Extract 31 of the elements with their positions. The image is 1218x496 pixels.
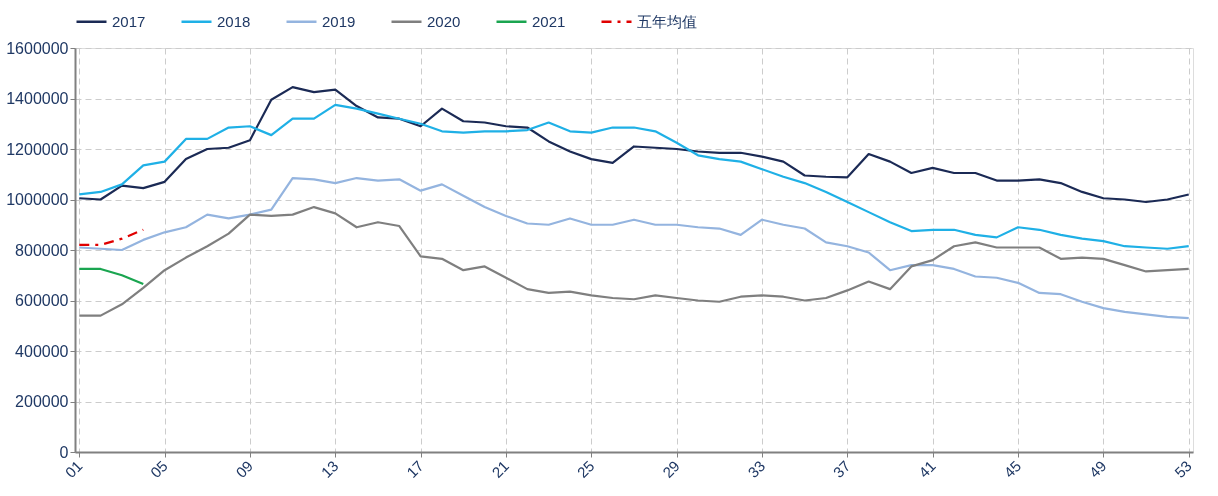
x-tick-label: 29 [659,457,683,481]
legend-label: 2017 [112,12,146,30]
line-series [78,86,1190,204]
x-tick-label: 13 [317,457,342,481]
x-tick-label: 49 [1085,457,1110,481]
y-tick-label: 200000 [15,393,69,410]
legend-label: 2018 [217,12,251,30]
legend-label: 2019 [322,12,356,30]
legend-label: 2021 [532,12,566,30]
x-tick-label: 53 [1171,457,1195,481]
y-tick-label: 1200000 [6,140,69,158]
x-tick-label: 05 [146,457,171,481]
x-tick-label: 25 [573,457,598,481]
x-tick-label: 33 [744,457,769,481]
x-tick-label: 21 [488,457,513,481]
y-tick-label: 400000 [15,342,69,360]
x-tick-label: 09 [232,457,257,481]
legend-label: 五年均值 [637,12,697,30]
y-tick-label: 800000 [15,241,69,259]
line-series [78,205,1190,317]
y-tick-label: 600000 [15,292,69,309]
x-tick-label: 37 [829,457,854,481]
x-tick-label: 45 [1000,457,1025,481]
x-tick-label: 41 [915,457,939,481]
y-tick-label: 1600000 [6,39,69,57]
legend-label: 2020 [427,12,461,30]
y-tick-label: 1400000 [6,90,69,107]
x-tick-label: 17 [402,457,427,481]
y-tick-label: 1000000 [6,191,69,208]
line-series [78,103,1190,250]
line-series [78,176,1190,320]
